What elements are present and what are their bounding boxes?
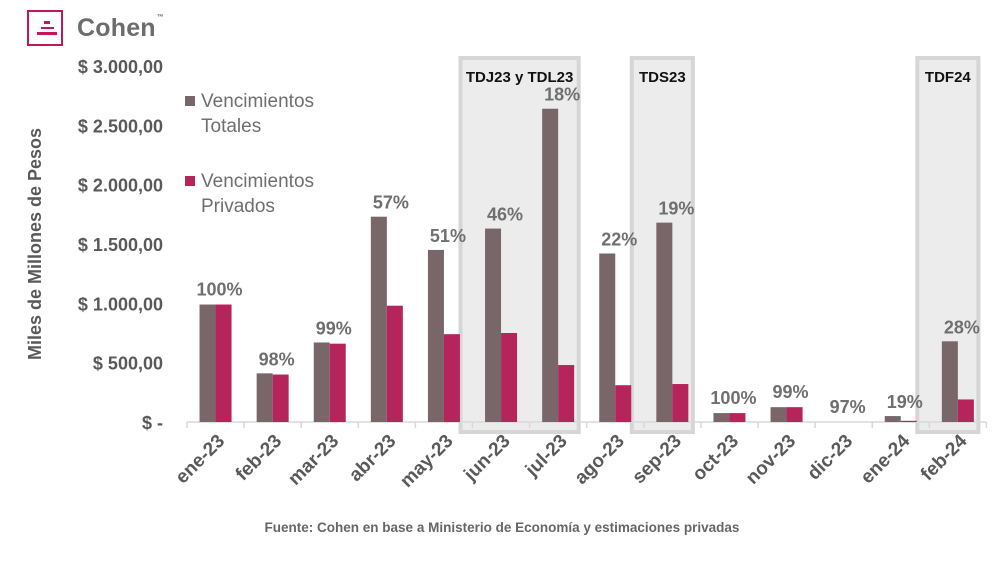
bar-vencimientos-totales: [199, 304, 216, 422]
data-label: 99%: [316, 318, 352, 338]
legend-label: Totales: [201, 116, 261, 137]
bar-vencimientos-totales: [427, 249, 444, 422]
bar-vencimientos-totales: [370, 216, 387, 422]
bar-vencimientos-privados: [957, 399, 974, 422]
legend-label: Vencimientos: [201, 91, 314, 112]
x-tick-label: jul-23: [521, 431, 572, 482]
x-tick-label: mar-23: [284, 431, 343, 490]
brand-name: Cohen™: [77, 14, 164, 42]
bar-vencimientos-totales: [941, 341, 958, 422]
y-tick-label: $ 2.000,00: [78, 176, 163, 196]
bar-vencimientos-privados: [443, 334, 460, 422]
bar-vencimientos-totales: [770, 407, 787, 422]
data-label: 98%: [259, 349, 295, 369]
source-note: Fuente: Cohen en base a Ministerio de Ec…: [264, 520, 740, 535]
bar-vencimientos-totales: [313, 342, 330, 422]
bar-vencimientos-privados: [900, 420, 917, 422]
bar-vencimientos-totales: [884, 416, 901, 422]
y-tick-label: $ 500,00: [93, 354, 163, 374]
data-label: 18%: [544, 85, 580, 105]
bar-vencimientos-totales: [656, 222, 673, 422]
y-tick-label: $ 1.500,00: [78, 235, 163, 255]
y-axis-title: Miles de Millones de Pesos: [25, 128, 45, 360]
data-label: 46%: [487, 205, 523, 225]
x-tick-label: ago-23: [571, 431, 629, 489]
y-tick-label: $ 2.500,00: [78, 116, 163, 136]
bar-vencimientos-privados: [672, 384, 689, 422]
highlight-box-label: TDJ23 y TDL23: [466, 69, 574, 86]
bar-vencimientos-privados: [501, 333, 518, 422]
x-tick-label: ene-23: [172, 431, 229, 488]
x-tick-label: dic-23: [804, 431, 858, 485]
bar-vencimientos-privados: [329, 343, 346, 422]
bar-vencimientos-privados: [386, 305, 403, 422]
highlight-box-label: TDF24: [925, 69, 972, 86]
data-label: 99%: [773, 382, 809, 402]
data-label: 28%: [944, 317, 980, 337]
cohen-logo-icon: [27, 10, 63, 46]
bar-vencimientos-totales: [485, 228, 502, 422]
x-tick-label: nov-23: [742, 431, 800, 489]
x-tick-label: oct-23: [689, 431, 743, 485]
data-label: 22%: [601, 229, 637, 249]
y-tick-label: $ 1.000,00: [78, 294, 163, 314]
legend-label: Vencimientos: [201, 171, 314, 192]
x-tick-label: may-23: [396, 431, 457, 492]
bar-vencimientos-privados: [615, 385, 632, 422]
data-label: 51%: [430, 226, 466, 246]
bar-vencimientos-totales: [542, 108, 559, 422]
y-tick-label: $ 3.000,00: [78, 57, 163, 77]
data-label: 19%: [658, 199, 694, 219]
x-tick-label: feb-24: [917, 430, 972, 485]
bar-vencimientos-privados: [729, 413, 746, 422]
data-label: 100%: [710, 388, 756, 408]
data-label: 97%: [830, 397, 866, 417]
cohen-logo: Cohen™: [27, 10, 177, 50]
y-tick-label: $ -: [142, 413, 163, 433]
bar-vencimientos-totales: [599, 253, 616, 422]
data-label: 19%: [887, 392, 923, 412]
bar-vencimientos-privados: [272, 374, 289, 422]
legend-label: Privados: [201, 196, 275, 217]
data-label: 57%: [373, 193, 409, 213]
highlight-box-label: TDS23: [639, 69, 686, 86]
legend-swatch: [185, 96, 195, 106]
trademark: ™: [156, 14, 164, 21]
x-tick-label: jun-23: [459, 431, 514, 486]
x-tick-label: sep-23: [628, 431, 685, 488]
bar-vencimientos-privados: [786, 407, 803, 422]
bar-vencimientos-privados: [558, 365, 575, 422]
legend-swatch: [185, 176, 195, 186]
bar-vencimientos-totales: [256, 373, 273, 422]
data-label: 100%: [197, 280, 243, 300]
x-tick-label: abr-23: [345, 431, 400, 486]
x-tick-label: ene-24: [857, 430, 915, 488]
x-tick-label: feb-23: [232, 431, 286, 485]
bar-vencimientos-privados: [215, 304, 232, 422]
bar-vencimientos-totales: [713, 413, 730, 422]
